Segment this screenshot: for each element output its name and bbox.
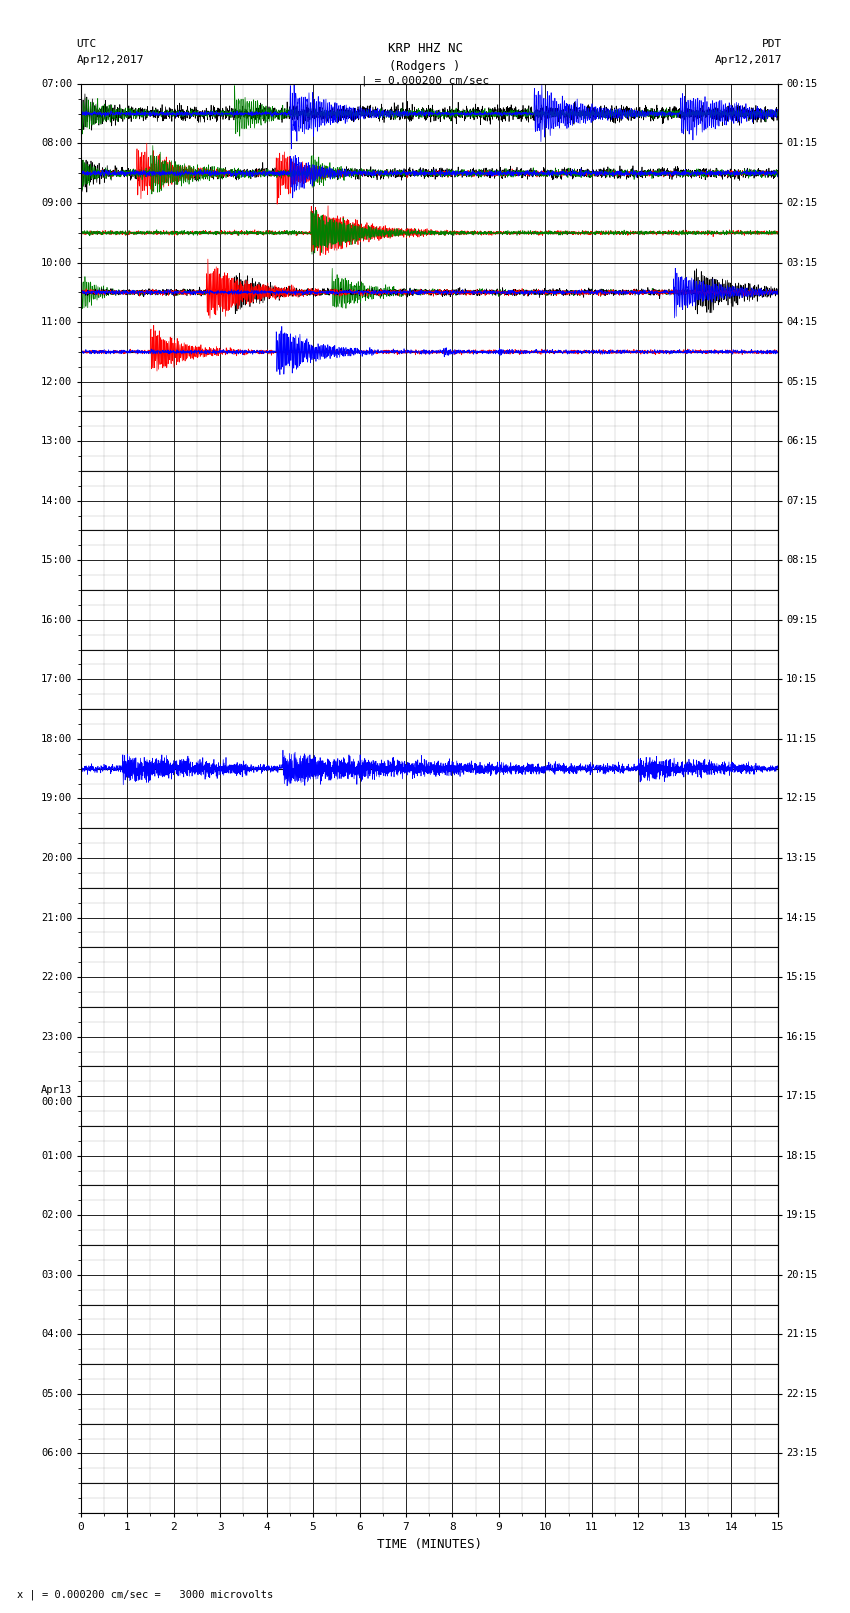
Text: | = 0.000200 cm/sec: | = 0.000200 cm/sec xyxy=(361,76,489,87)
Text: PDT: PDT xyxy=(762,39,782,48)
Text: (Rodgers ): (Rodgers ) xyxy=(389,60,461,73)
Text: Apr12,2017: Apr12,2017 xyxy=(715,55,782,65)
Text: KRP HHZ NC: KRP HHZ NC xyxy=(388,42,462,55)
Text: UTC: UTC xyxy=(76,39,97,48)
Text: Apr12,2017: Apr12,2017 xyxy=(76,55,144,65)
X-axis label: TIME (MINUTES): TIME (MINUTES) xyxy=(377,1537,482,1550)
Text: x | = 0.000200 cm/sec =   3000 microvolts: x | = 0.000200 cm/sec = 3000 microvolts xyxy=(17,1589,273,1600)
